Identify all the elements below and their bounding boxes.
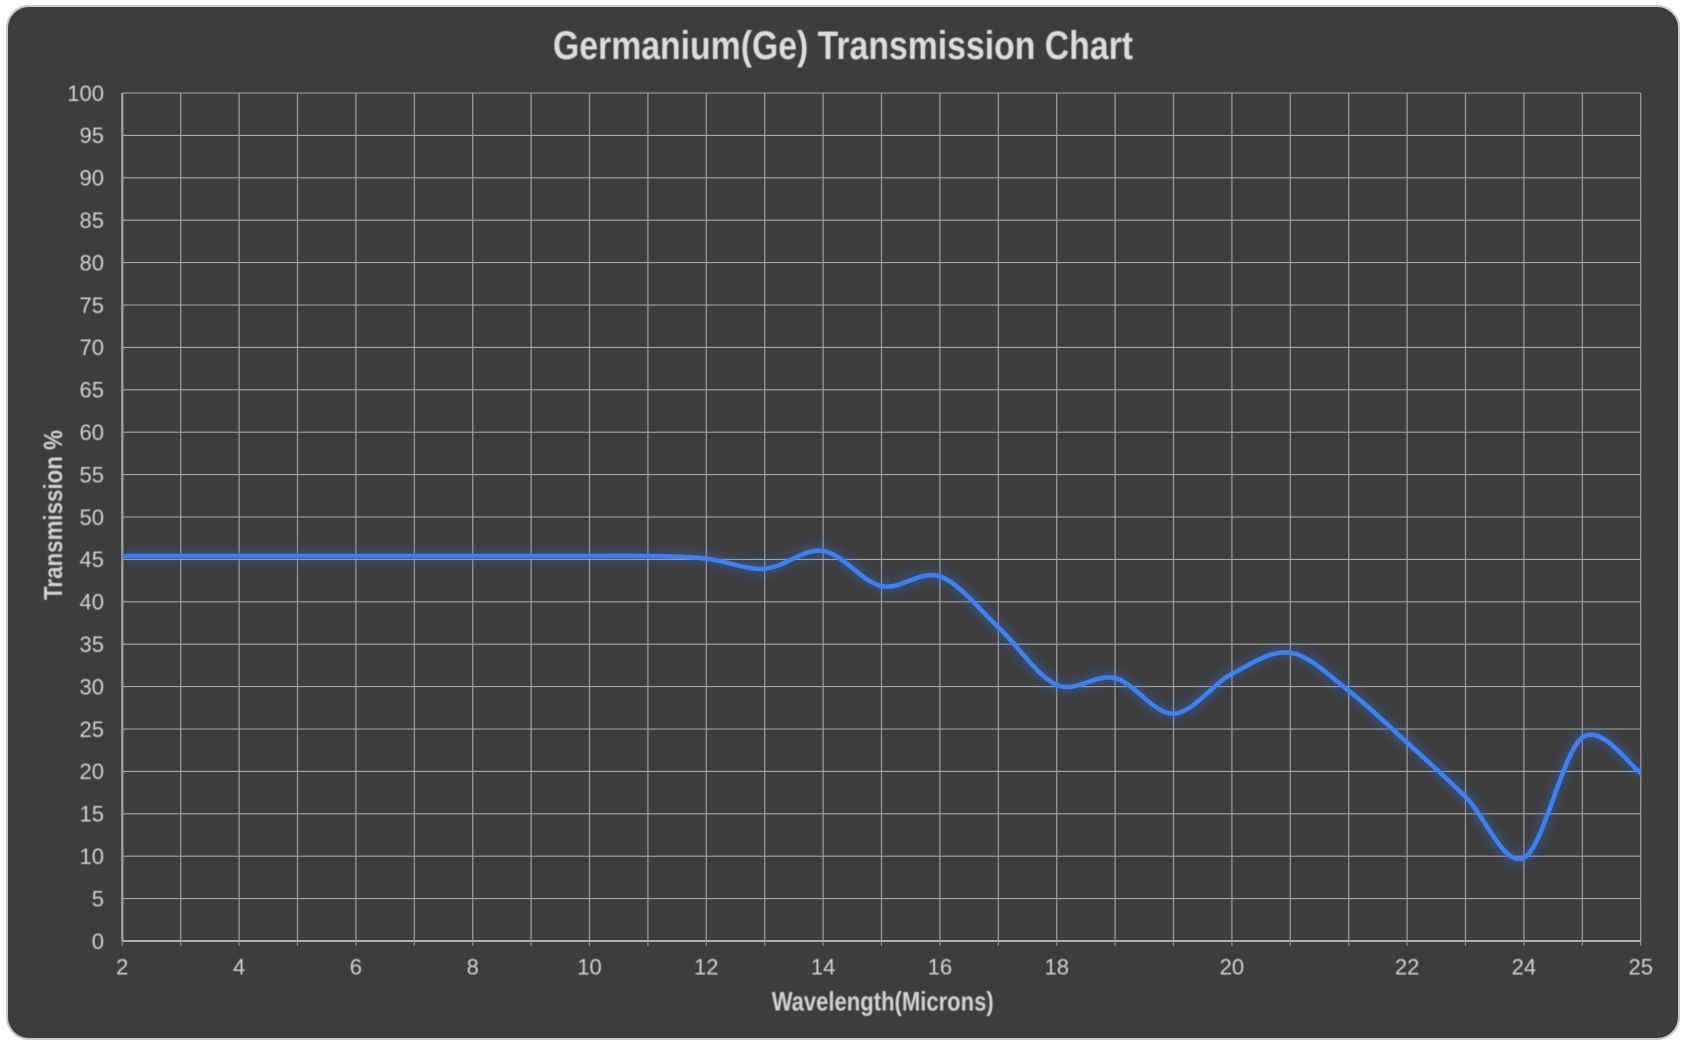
svg-text:10: 10: [80, 844, 104, 869]
svg-text:20: 20: [1220, 955, 1244, 980]
svg-text:18: 18: [1044, 955, 1068, 980]
svg-text:100: 100: [67, 81, 104, 106]
svg-text:Wavelength(Microns): Wavelength(Microns): [772, 986, 994, 1016]
svg-text:4: 4: [233, 955, 245, 980]
svg-text:5: 5: [92, 886, 104, 911]
svg-text:0: 0: [92, 929, 104, 954]
svg-text:2: 2: [116, 955, 128, 980]
svg-text:22: 22: [1395, 955, 1419, 980]
svg-text:30: 30: [80, 674, 104, 699]
svg-text:90: 90: [80, 166, 104, 191]
svg-text:75: 75: [80, 293, 104, 318]
svg-text:14: 14: [811, 955, 835, 980]
svg-text:15: 15: [80, 802, 104, 827]
svg-text:80: 80: [80, 250, 104, 275]
svg-text:95: 95: [80, 123, 104, 148]
svg-text:60: 60: [80, 420, 104, 445]
svg-text:50: 50: [80, 505, 104, 530]
svg-text:45: 45: [80, 547, 104, 572]
svg-text:Germanium(Ge) Transmission Cha: Germanium(Ge) Transmission Chart: [553, 24, 1133, 68]
svg-text:65: 65: [80, 378, 104, 403]
svg-text:35: 35: [80, 632, 104, 657]
svg-text:85: 85: [80, 208, 104, 233]
svg-text:25: 25: [80, 717, 104, 742]
svg-text:25: 25: [1628, 955, 1652, 980]
svg-text:24: 24: [1512, 955, 1536, 980]
svg-text:Transmission %: Transmission %: [38, 430, 68, 600]
svg-text:6: 6: [350, 955, 362, 980]
svg-text:20: 20: [80, 759, 104, 784]
svg-text:40: 40: [80, 590, 104, 615]
svg-text:8: 8: [467, 955, 479, 980]
svg-text:70: 70: [80, 335, 104, 360]
svg-text:16: 16: [928, 955, 952, 980]
svg-text:10: 10: [577, 955, 601, 980]
svg-text:12: 12: [694, 955, 718, 980]
svg-text:55: 55: [80, 462, 104, 487]
